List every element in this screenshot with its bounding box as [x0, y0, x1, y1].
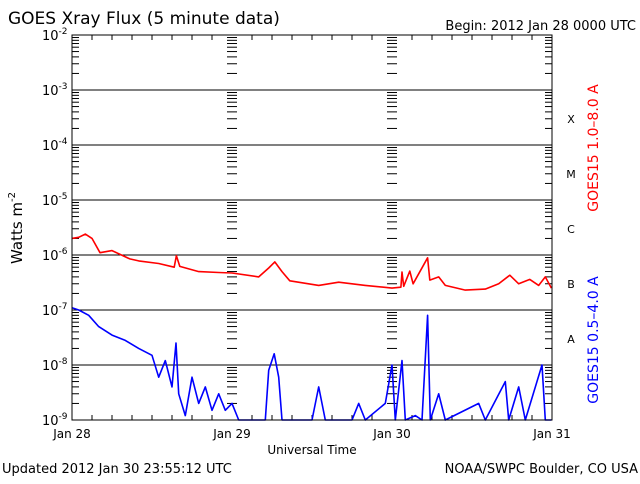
y-tick-exp: -5 — [59, 192, 68, 202]
y-tick-base: 10 — [42, 194, 59, 209]
series-line-short — [71, 306, 552, 421]
y-tick-exp: -9 — [59, 412, 68, 422]
y-tick-exp: -7 — [59, 302, 68, 312]
flare-class-c: C — [567, 223, 575, 236]
y-tick-base: 10 — [42, 29, 59, 44]
y-tick-base: 10 — [42, 414, 59, 429]
y-tick-exp: -6 — [59, 247, 68, 257]
y-tick-exp: -3 — [59, 82, 68, 92]
x-tick-label: Jan 28 — [52, 427, 91, 441]
y-tick-base: 10 — [42, 139, 59, 154]
x-tick-label: Jan 30 — [372, 427, 411, 441]
y-tick-base: 10 — [42, 304, 59, 319]
y-tick-base: 10 — [42, 359, 59, 374]
y-tick-label: 10-4 — [42, 137, 68, 154]
grid-lines — [72, 89, 552, 366]
legend-red-series: GOES15 1.0–8.0 A — [586, 84, 602, 212]
chart-subtitle: Begin: 2012 Jan 28 0000 UTC — [445, 19, 636, 34]
flare-class-a: A — [567, 333, 575, 346]
series-group — [71, 233, 553, 421]
x-tick-labels: Jan 28 Jan 29 Jan 30 Jan 31 — [52, 427, 571, 441]
y-tick-label: 10-2 — [42, 27, 68, 44]
y-axis-label: Watts m-2 — [7, 192, 26, 264]
y-axis-label-text: Watts m — [8, 202, 26, 264]
y-tick-labels: 10-210-310-410-510-610-710-810-9 — [42, 27, 68, 429]
plot-frame — [71, 34, 553, 421]
y-tick-label: 10-3 — [42, 82, 68, 99]
footer-credit: NOAA/SWPC Boulder, CO USA — [445, 462, 638, 477]
chart-title: GOES Xray Flux (5 minute data) — [8, 9, 280, 29]
y-tick-exp: -2 — [59, 27, 68, 37]
x-axis-label: Universal Time — [267, 443, 356, 457]
x-tick-label: Jan 29 — [212, 427, 251, 441]
y-tick-label: 10-7 — [42, 302, 68, 319]
y-tick-label: 10-8 — [42, 357, 68, 374]
legend-blue-series: GOES15 0.5–4.0 A — [586, 276, 602, 404]
flare-class-m: M — [566, 168, 576, 181]
flare-class-labels: X M C B A — [566, 113, 576, 346]
axis-ticks — [72, 35, 552, 420]
y-tick-exp: -8 — [59, 357, 68, 367]
y-tick-exp: -4 — [59, 137, 68, 147]
y-tick-label: 10-6 — [42, 247, 68, 264]
series-line-long — [71, 233, 553, 291]
y-axis-label-exp: -2 — [7, 192, 18, 202]
flare-class-x: X — [567, 113, 575, 126]
y-tick-base: 10 — [42, 249, 59, 264]
svg-text:Watts m-2: Watts m-2 — [7, 192, 26, 264]
x-tick-label: Jan 31 — [532, 427, 571, 441]
footer-updated: Updated 2012 Jan 30 23:55:12 UTC — [2, 462, 232, 477]
y-tick-base: 10 — [42, 84, 59, 99]
y-tick-label: 10-5 — [42, 192, 68, 209]
flare-class-b: B — [567, 278, 575, 291]
y-tick-label: 10-9 — [42, 412, 68, 429]
